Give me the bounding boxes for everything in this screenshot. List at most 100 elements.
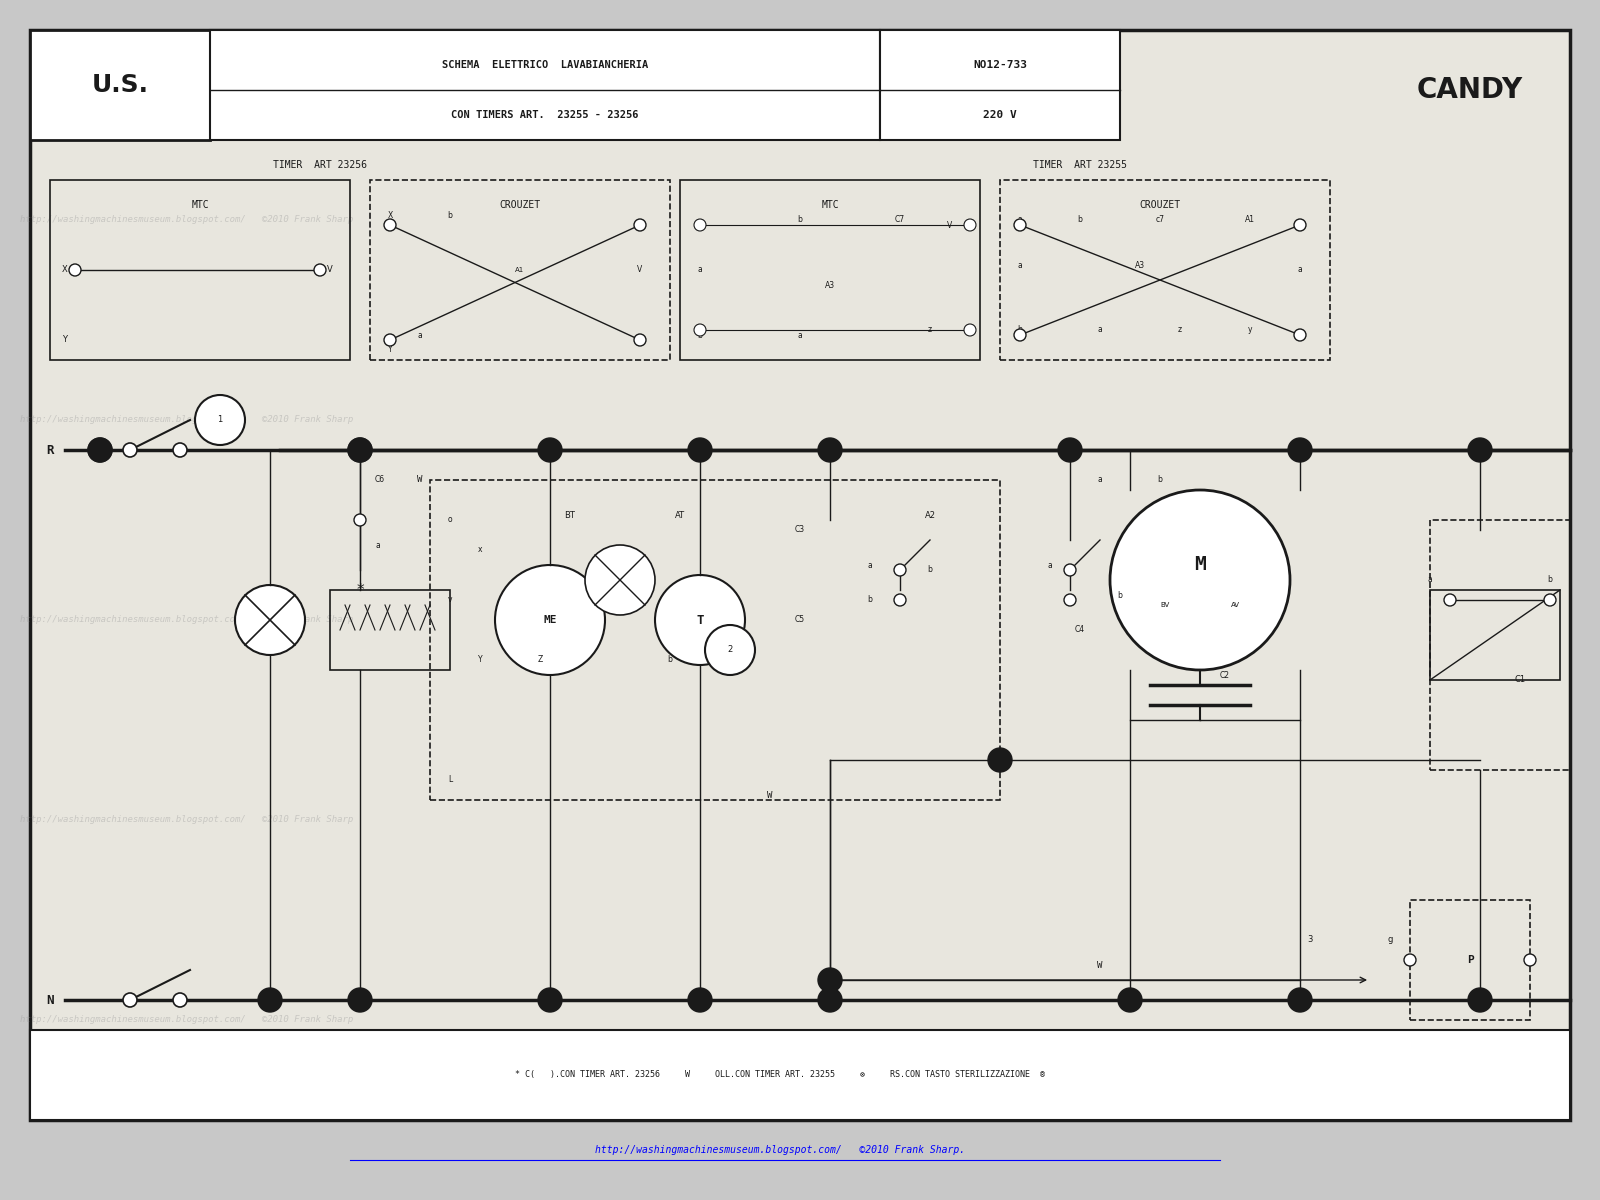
Circle shape [384, 334, 397, 346]
Text: X: X [62, 265, 67, 275]
Text: Y: Y [62, 336, 67, 344]
Text: a: a [1048, 560, 1053, 570]
Circle shape [818, 968, 842, 992]
Circle shape [538, 438, 562, 462]
Circle shape [694, 218, 706, 230]
Circle shape [688, 438, 712, 462]
Text: C1: C1 [1515, 676, 1525, 684]
Circle shape [538, 988, 562, 1012]
Text: Y: Y [478, 655, 482, 665]
Text: A1: A1 [515, 266, 525, 272]
Circle shape [1014, 329, 1026, 341]
Circle shape [818, 988, 842, 1012]
Text: BV: BV [1160, 602, 1170, 608]
Text: z: z [1178, 325, 1182, 335]
Text: a: a [867, 560, 872, 570]
Circle shape [1523, 954, 1536, 966]
Circle shape [1288, 988, 1312, 1012]
Circle shape [173, 994, 187, 1007]
Text: b: b [667, 655, 672, 665]
Text: C2: C2 [1221, 671, 1230, 679]
Text: V: V [326, 265, 333, 275]
Text: y: y [1298, 221, 1302, 229]
Text: a: a [1018, 216, 1022, 224]
Text: *: * [357, 582, 363, 598]
Text: W: W [418, 475, 422, 485]
Text: C5: C5 [795, 616, 805, 624]
Circle shape [354, 514, 366, 526]
Text: http://washingmachinesmuseum.blogspot.com/   ©2010 Frank Sharp: http://washingmachinesmuseum.blogspot.co… [19, 616, 354, 624]
Circle shape [69, 264, 82, 276]
Circle shape [123, 994, 138, 1007]
Text: http://washingmachinesmuseum.blogspot.com/   ©2010 Frank Sharp: http://washingmachinesmuseum.blogspot.co… [19, 816, 354, 824]
Text: a: a [374, 540, 379, 550]
Text: P: P [1467, 955, 1474, 965]
Circle shape [694, 324, 706, 336]
Text: U.S.: U.S. [91, 73, 149, 97]
Circle shape [349, 438, 371, 462]
Text: AV: AV [1230, 602, 1240, 608]
Text: http://washingmachinesmuseum.blogspot.com/   ©2010 Frank Sharp: http://washingmachinesmuseum.blogspot.co… [19, 1015, 354, 1025]
Text: SCHEMA  ELETTRICO  LAVABIANCHERIA: SCHEMA ELETTRICO LAVABIANCHERIA [442, 60, 648, 70]
Text: A3: A3 [826, 281, 835, 289]
Text: http://washingmachinesmuseum.blogspot.com/   ©2010 Frank Sharp.: http://washingmachinesmuseum.blogspot.co… [595, 1145, 965, 1154]
Text: o: o [448, 516, 453, 524]
Circle shape [1294, 329, 1306, 341]
Circle shape [1118, 988, 1142, 1012]
Circle shape [989, 748, 1013, 772]
Circle shape [235, 584, 306, 655]
Text: b: b [448, 210, 453, 220]
Circle shape [349, 988, 371, 1012]
Bar [430, 480, 1000, 800]
Text: 2: 2 [728, 646, 733, 654]
Text: CROUZET: CROUZET [1139, 200, 1181, 210]
Bar [30, 30, 210, 140]
Bar [30, 1030, 1570, 1120]
Text: C3: C3 [795, 526, 805, 534]
Circle shape [349, 438, 371, 462]
Circle shape [494, 565, 605, 674]
Text: z: z [928, 325, 933, 335]
Circle shape [1288, 438, 1312, 462]
Circle shape [963, 218, 976, 230]
Circle shape [1064, 564, 1075, 576]
Text: b: b [1077, 216, 1083, 224]
Text: a: a [1298, 265, 1302, 275]
Text: 1: 1 [218, 415, 222, 425]
Text: 220 V: 220 V [982, 110, 1018, 120]
Circle shape [894, 564, 906, 576]
Circle shape [1443, 594, 1456, 606]
Text: A3: A3 [1134, 260, 1146, 270]
Circle shape [88, 438, 112, 462]
Circle shape [173, 443, 187, 457]
Text: MTC: MTC [190, 200, 210, 210]
Text: A1: A1 [1245, 216, 1254, 224]
Text: BT: BT [565, 510, 576, 520]
Text: http://washingmachinesmuseum.blogspot.com/   ©2010 Frank Sharp: http://washingmachinesmuseum.blogspot.co… [19, 216, 354, 224]
Text: C4: C4 [1075, 625, 1085, 635]
Text: b: b [867, 595, 872, 605]
Circle shape [963, 324, 976, 336]
Circle shape [1469, 988, 1491, 1012]
Text: b: b [698, 330, 702, 340]
Text: Z: Z [538, 655, 542, 665]
Text: W: W [768, 791, 773, 799]
Text: W: W [1098, 960, 1102, 970]
Circle shape [634, 334, 646, 346]
Text: C6: C6 [374, 475, 386, 485]
Text: a: a [798, 330, 802, 340]
Text: X: X [387, 210, 392, 220]
Text: b: b [1547, 576, 1552, 584]
Text: a: a [728, 655, 733, 665]
Text: b: b [1117, 590, 1123, 600]
Circle shape [88, 438, 112, 462]
Text: CROUZET: CROUZET [499, 200, 541, 210]
Text: a: a [1018, 260, 1022, 270]
Text: a: a [698, 265, 702, 275]
Circle shape [1058, 438, 1082, 462]
Text: Y: Y [387, 346, 392, 354]
Circle shape [654, 575, 746, 665]
Circle shape [195, 395, 245, 445]
Circle shape [123, 443, 138, 457]
Text: a: a [1098, 325, 1102, 335]
